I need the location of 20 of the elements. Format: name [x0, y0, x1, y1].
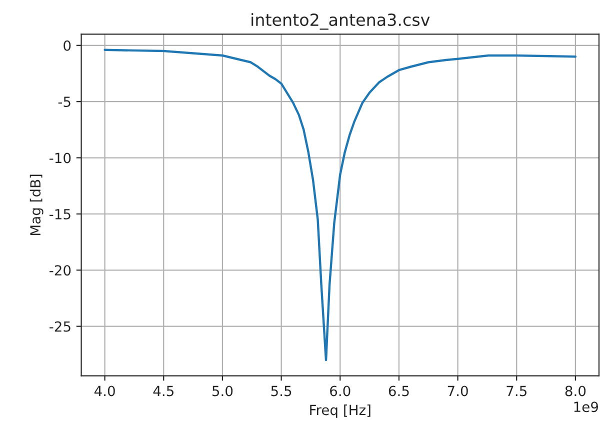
x-tick-label: 4.5: [153, 386, 174, 396]
y-tick-label: -25: [50, 321, 70, 332]
chart-title: intento2_antena3.csv: [252, 13, 430, 30]
x-axis-title: Freq [Hz]: [310, 404, 370, 418]
x-tick-label: 7.0: [448, 386, 468, 396]
text: 1e9: [574, 402, 598, 412]
x-tick-label: 8.0: [565, 386, 586, 396]
x-tick-label: 5.0: [212, 386, 233, 396]
x-tick-label: 6.0: [330, 386, 350, 396]
y-tick-label: -5: [58, 96, 70, 108]
x-tick-label: 7.5: [506, 386, 526, 396]
y-tick-label: 0: [64, 40, 71, 51]
x-tick-label: 6.5: [388, 386, 409, 396]
y-tick-label: -20: [50, 265, 71, 276]
x-tick-label: 4.0: [94, 386, 115, 396]
x-tick-label: 5.5: [271, 386, 292, 396]
y-tick-label: -10: [50, 152, 71, 164]
y-tick-label: -15: [50, 209, 70, 220]
y-axis-title: Mag [dB]: [30, 174, 44, 236]
line-series: [104, 48, 577, 362]
